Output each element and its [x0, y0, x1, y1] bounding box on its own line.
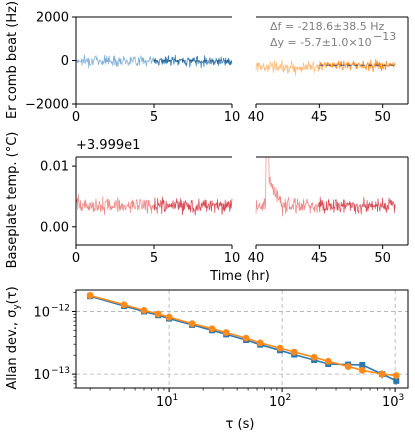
allan-ylabel-tail: (τ): [5, 286, 20, 304]
allan-point-1-13: [324, 357, 332, 365]
allan-point-1-6: [208, 325, 216, 333]
allan-xtick-exp-1: 2: [286, 393, 292, 403]
comb-xtick-label-0-2: 10: [224, 110, 241, 125]
allan-frame: [75, 289, 409, 389]
time-xlabel: Time (hr): [209, 269, 270, 284]
allan-point-1-12: [310, 353, 318, 361]
temp-xtick-label-0-0: 0: [72, 251, 80, 266]
allan-point-1-2: [140, 306, 148, 314]
allan-ylabel: Allan dev., σy(τ): [5, 286, 22, 389]
temp-series-1-0: [255, 156, 320, 217]
comb-xtick-label-0-0: 0: [72, 110, 80, 125]
allan-ytick-label-1: 10: [33, 368, 50, 383]
comb-annotation-dy: Δy = -5.7±1.0×10: [270, 36, 372, 49]
temp-right-plot: 40 45 50: [248, 156, 409, 266]
temp-xtick-label-1-1: 45: [311, 251, 328, 266]
temp-panel: 0 5 10 0.01 0.00 40 45 50 +3.999e1 Baseplate t…: [5, 132, 409, 284]
temp-xtick-label-1-0: 40: [248, 251, 265, 266]
comb-ytick-label-2: −2000: [25, 98, 69, 113]
allan-point-1-17: [392, 372, 400, 379]
comb-xtick-label-0-1: 5: [150, 110, 158, 125]
allan-point-1-4: [165, 313, 173, 321]
allan-xtick-exp-0: 1: [173, 393, 179, 403]
temp-left-plot: 0 5 10 0.01 0.00: [40, 156, 241, 266]
allan-point-1-0: [86, 292, 94, 299]
allan-point-1-8: [242, 334, 250, 342]
allan-point-1-1: [120, 301, 128, 309]
comb-right-plot: 40 45 50: [248, 16, 409, 125]
comb-series-0-0: [75, 54, 155, 69]
allan-ytick-label-0: 10: [33, 305, 50, 320]
temp-series-0-1: [153, 196, 233, 216]
allan-point-1-3: [154, 310, 162, 318]
allan-point-1-5: [188, 320, 196, 327]
allan-xtick-label-2: 103: [382, 393, 404, 410]
allan-xtick-exp-2: 3: [399, 393, 405, 403]
temp-xtick-label-0-1: 5: [150, 251, 158, 266]
allan-point-1-10: [276, 344, 284, 352]
allan-ytick-exp-1: −13: [51, 366, 70, 376]
temp-ytick-label-1: 0.00: [40, 220, 69, 235]
allan-point-0-17: [393, 377, 400, 384]
allan-xtick-label-1: 102: [269, 393, 291, 410]
comb-xtick-label-1-2: 50: [374, 110, 391, 125]
allan-point-0-15: [359, 361, 366, 368]
allan-point-1-7: [222, 329, 230, 336]
allan-point-1-15: [358, 366, 366, 374]
tau-xlabel: τ (s): [226, 417, 255, 432]
allan-point-1-9: [256, 339, 264, 347]
comb-ylabel: Er comb beat (Hz): [5, 1, 20, 119]
allan-point-1-11: [290, 348, 298, 356]
temp-series-0-0: [75, 193, 155, 216]
temp-xtick-label-1-2: 50: [374, 251, 391, 266]
comb-annotation-dy-exp: −13: [373, 30, 396, 43]
comb-xtick-label-1-0: 40: [248, 110, 265, 125]
comb-series-1-0: [255, 59, 320, 76]
allan-point-1-14: [344, 363, 352, 370]
temp-series-1-1: [318, 196, 396, 215]
temp-ytick-label-0: 0.01: [40, 160, 69, 175]
allan-ylabel-sub: y: [12, 304, 22, 310]
allan-ytick-exp-0: −12: [51, 303, 70, 313]
comb-xtick-label-1-1: 45: [311, 110, 328, 125]
allan-ylabel-main: Allan dev., σ: [5, 310, 20, 390]
temp-xtick-label-0-2: 10: [224, 251, 241, 266]
comb-ytick-label-0: 2000: [36, 11, 69, 26]
comb-series-1-1: [318, 58, 396, 73]
comb-series-0-1: [153, 54, 233, 69]
temp-offset-label: +3.999e1: [76, 138, 140, 153]
allan-xtick-label-0: 101: [156, 393, 178, 410]
temp-ylabel: Baseplate temp. (°C): [5, 132, 20, 269]
comb-ytick-label-1: 0: [61, 54, 69, 69]
allan-point-1-16: [378, 370, 386, 378]
comb-annotation-df: Δf = -218.6±38.5 Hz: [270, 20, 385, 33]
